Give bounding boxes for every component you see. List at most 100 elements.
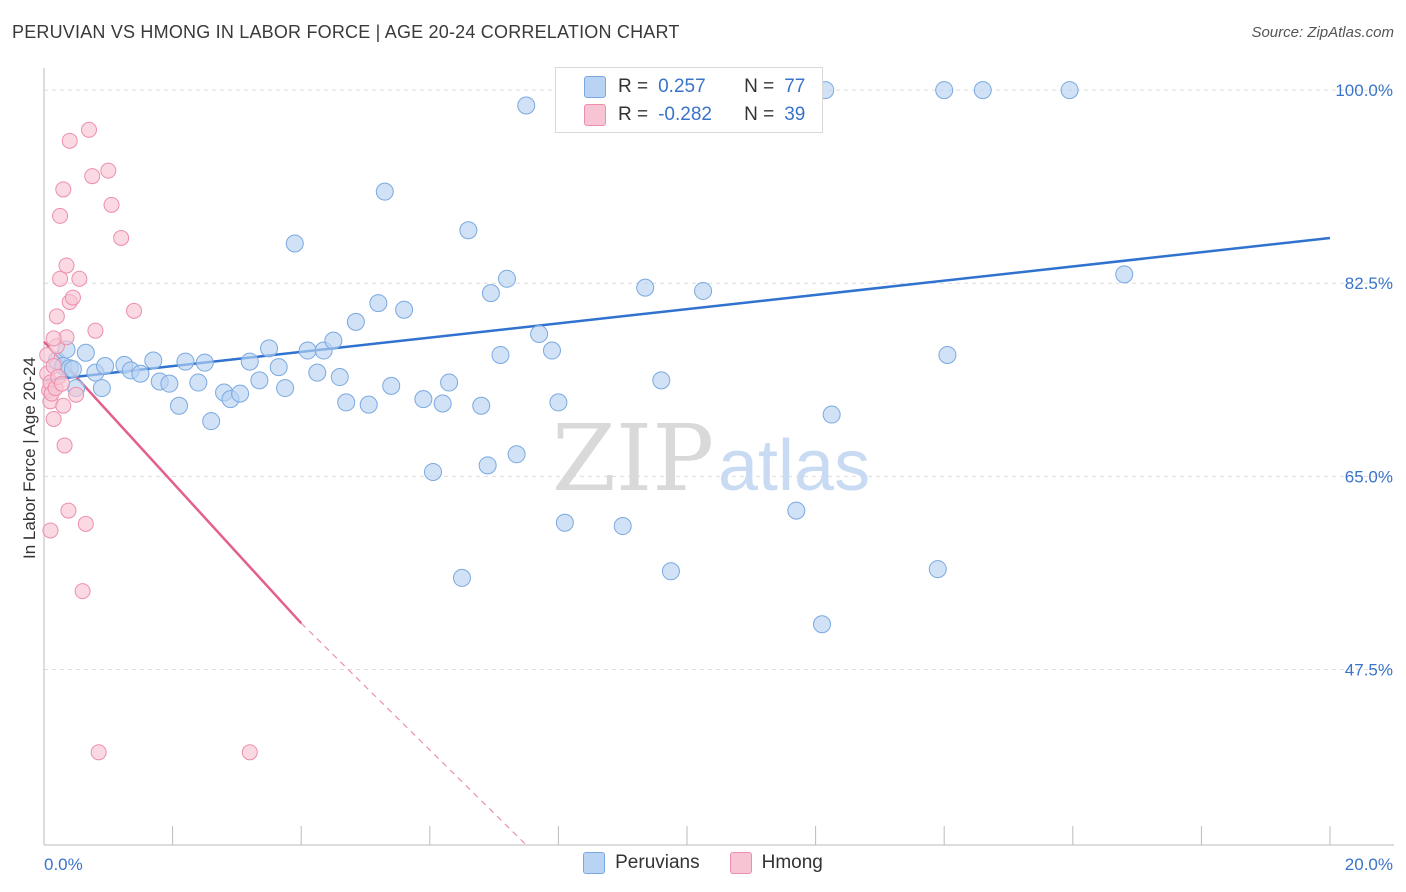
peruvian-point	[433, 394, 452, 413]
hmong-point	[55, 181, 72, 198]
hmong-point	[45, 410, 62, 427]
series-legend: Peruvians Hmong	[0, 852, 1406, 874]
peruvian-point	[375, 182, 394, 201]
peruvian-point	[555, 513, 574, 532]
peruvian-point	[973, 81, 992, 100]
hmong-point	[100, 162, 117, 179]
peruvian-point	[928, 560, 947, 579]
hmong-point	[58, 257, 75, 274]
peruvian-point	[324, 331, 343, 350]
hmong-point	[45, 330, 62, 347]
peruvian-point	[938, 345, 957, 364]
hmong-point	[87, 322, 104, 339]
peruvian-point	[96, 356, 115, 375]
stats-legend: R = 0.257 N = 77 R = -0.282 N = 39	[555, 67, 823, 133]
hmong-point	[68, 386, 85, 403]
hmong-point	[64, 289, 81, 306]
hmong-point	[103, 196, 120, 213]
peruvian-point	[517, 96, 536, 115]
peruvian-point	[694, 281, 713, 300]
peruvian-point	[787, 501, 806, 520]
peruvian-point	[459, 221, 478, 240]
legend-n-value: 39	[784, 104, 806, 125]
peruvian-point	[144, 351, 163, 370]
legend-r-label: R =	[618, 104, 649, 125]
peruvian-point	[160, 374, 179, 393]
peruvian-point	[269, 358, 288, 377]
peruvian-point	[330, 368, 349, 387]
hmong-point	[71, 270, 88, 287]
legend-label-hmong: Hmong	[761, 852, 823, 873]
y-tick-label: 82.5%	[1345, 274, 1393, 293]
peruvian-point	[260, 339, 279, 358]
legend-n-value: 77	[784, 76, 806, 97]
x-tick-label: 20.0%	[1345, 855, 1393, 874]
peruvian-point	[414, 390, 433, 409]
peruvian-point	[369, 294, 388, 313]
x-tick-label: 0.0%	[44, 855, 83, 874]
peruvian-point	[276, 379, 295, 398]
hmong-point	[74, 583, 91, 600]
peruvians-trend-line	[43, 236, 1331, 382]
data-points	[39, 81, 1134, 761]
legend-swatch-hmong	[729, 852, 752, 874]
peruvian-point	[507, 445, 526, 464]
peruvian-point	[346, 312, 365, 331]
tick-labels: 47.5% 65.0% 82.5% 100.0% 0.0% 20.0%	[44, 81, 1393, 874]
peruvian-point	[613, 517, 632, 536]
peruvian-point	[285, 234, 304, 253]
legend-n-label: N =	[744, 104, 775, 125]
peruvian-point	[231, 384, 250, 403]
legend-item-peruvians[interactable]: Peruvians	[583, 852, 700, 874]
peruvian-point	[452, 568, 471, 587]
hmong-point	[48, 308, 65, 325]
peruvian-point	[549, 393, 568, 412]
legend-swatch-peruvians	[584, 76, 606, 98]
peruvian-point	[542, 341, 561, 360]
hmong-point	[54, 375, 71, 392]
peruvian-point	[472, 396, 491, 415]
grid-lines	[44, 89, 1394, 671]
hmong-point	[126, 302, 143, 319]
hmong-point	[52, 270, 69, 287]
legend-row-hmong: R = -0.282 N = 39	[556, 101, 805, 129]
peruvian-point	[337, 393, 356, 412]
hmong-point	[60, 502, 77, 519]
trend-lines	[43, 236, 1331, 846]
peruvian-point	[382, 376, 401, 395]
hmong-trend-line	[43, 340, 303, 625]
peruvian-point	[92, 379, 111, 398]
hmong-point	[42, 522, 59, 539]
peruvian-point	[1115, 265, 1134, 284]
hmong-point	[241, 744, 258, 761]
legend-row-peruvians: R = 0.257 N = 77	[556, 73, 805, 101]
peruvian-point	[497, 269, 516, 288]
hmong-point	[84, 168, 101, 185]
peruvian-point	[395, 300, 414, 319]
hmong-point	[56, 437, 73, 454]
peruvian-point	[813, 615, 832, 634]
legend-n-label: N =	[744, 76, 775, 97]
peruvian-point	[1060, 81, 1079, 100]
peruvian-point	[359, 395, 378, 414]
peruvian-point	[63, 360, 82, 379]
legend-r-value: -0.282	[658, 104, 712, 125]
peruvian-point	[424, 462, 443, 481]
hmong-point	[52, 207, 69, 224]
axes	[43, 68, 1394, 846]
legend-item-hmong[interactable]: Hmong	[729, 852, 823, 874]
legend-label-peruvians: Peruvians	[615, 852, 700, 873]
peruvian-point	[76, 343, 95, 362]
watermark-atlas: atlas	[718, 426, 870, 506]
peruvian-point	[202, 412, 221, 431]
watermark-zip: ZIP	[552, 405, 714, 512]
hmong-point	[61, 132, 78, 149]
peruvian-point	[189, 373, 208, 392]
peruvian-point	[652, 371, 671, 390]
legend-swatch-peruvians	[583, 852, 606, 874]
peruvian-point	[250, 371, 269, 390]
source-label: Source: ZipAtlas.com	[1251, 24, 1394, 41]
peruvian-point	[298, 341, 317, 360]
y-tick-label: 65.0%	[1345, 467, 1393, 486]
